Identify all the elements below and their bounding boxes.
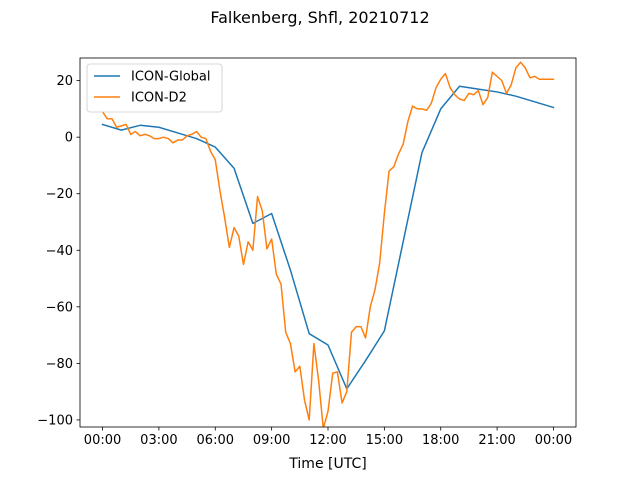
x-tick-label: 21:00 <box>478 433 515 448</box>
chart-title: Falkenberg, Shfl, 20210712 <box>210 8 429 27</box>
y-tick-label: −40 <box>46 244 73 259</box>
x-tick-label: 03:00 <box>140 433 177 448</box>
y-tick-label: 20 <box>56 74 73 89</box>
plot-area <box>101 61 555 427</box>
legend-label-icon-d2: ICON-D2 <box>131 91 187 106</box>
series-line-icon-d2 <box>101 61 555 427</box>
x-tick-label: 09:00 <box>253 433 290 448</box>
y-tick-label: −20 <box>46 187 73 202</box>
y-tick-label: −80 <box>46 357 73 372</box>
x-tick-label: 00:00 <box>535 433 572 448</box>
x-axis-label: Time [UTC] <box>288 456 366 472</box>
legend-label-icon-global: ICON-Global <box>131 70 211 85</box>
legend: ICON-Global ICON-D2 <box>86 63 223 113</box>
x-tick-label: 15:00 <box>366 433 403 448</box>
y-tick-label: 0 <box>65 131 73 146</box>
legend-box <box>86 63 223 113</box>
x-tick-label: 18:00 <box>422 433 459 448</box>
y-tick-label: −60 <box>46 300 73 315</box>
x-tick-label: 12:00 <box>309 433 346 448</box>
series-line-icon-global <box>101 85 555 390</box>
x-tick-label: 06:00 <box>197 433 234 448</box>
y-tick-label: −100 <box>37 413 73 428</box>
x-tick-label: 00:00 <box>84 433 121 448</box>
axes: 00:00 03:00 06:00 09:00 12:00 15:00 18:00 21:00… <box>37 57 577 448</box>
